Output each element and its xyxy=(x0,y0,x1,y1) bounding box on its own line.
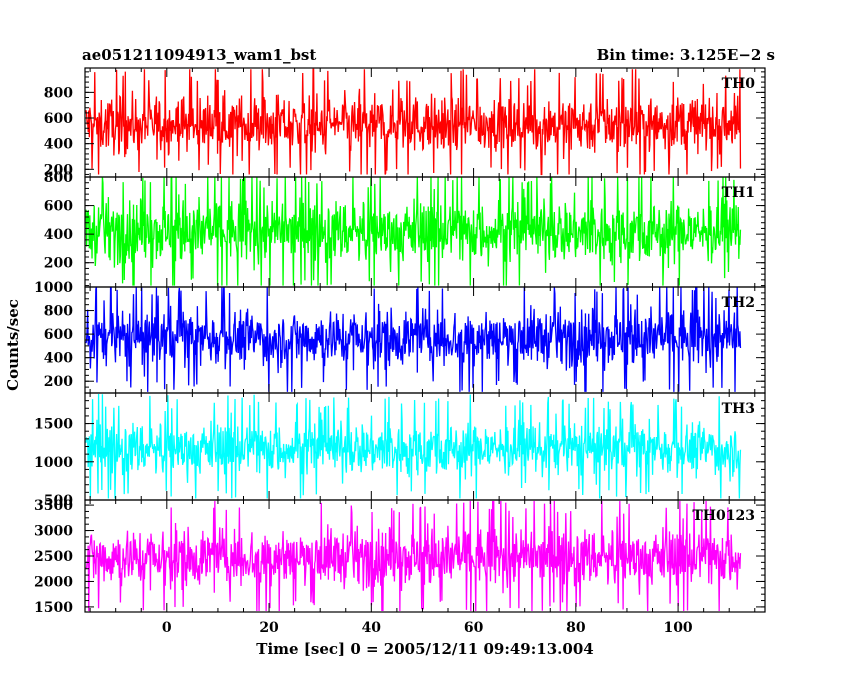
y-tick-label: 800 xyxy=(44,85,73,101)
y-tick-label: 3500 xyxy=(34,498,73,514)
y-tick-label: 400 xyxy=(44,137,73,153)
x-tick-label: 80 xyxy=(566,620,586,636)
x-axis-label: Time [sec] 0 = 2005/12/11 09:49:13.004 xyxy=(256,640,593,658)
panel-label-th3: TH3 xyxy=(722,401,755,417)
x-tick-label: 20 xyxy=(259,620,279,636)
x-tick-label: 40 xyxy=(362,620,382,636)
y-axis-label: Counts/sec xyxy=(4,299,22,391)
panel-label-th1: TH1 xyxy=(722,185,755,201)
y-tick-label: 200 xyxy=(44,162,73,178)
panel-label-th2: TH2 xyxy=(722,295,755,311)
x-tick-label: 100 xyxy=(663,620,692,636)
y-tick-label: 800 xyxy=(44,170,73,186)
series-line-th2 xyxy=(85,287,742,392)
x-tick-label: 60 xyxy=(464,620,484,636)
y-tick-label: 2500 xyxy=(34,549,73,565)
y-tick-label: 600 xyxy=(44,199,73,215)
y-tick-label: 800 xyxy=(44,304,73,320)
y-tick-label: 500 xyxy=(44,493,73,509)
series-line-th0123 xyxy=(85,501,742,611)
panel-label-th0: TH0 xyxy=(722,76,756,92)
y-tick-label: 400 xyxy=(44,227,73,243)
panels-group: 200400600800TH0200400600800TH12004006008… xyxy=(34,67,766,636)
y-tick-label: 600 xyxy=(44,327,73,343)
series-line-th1 xyxy=(85,177,742,286)
chart-title-left: ae051211094913_wam1_bst xyxy=(82,46,316,64)
panel-label-th0123: TH0123 xyxy=(692,508,755,524)
y-tick-label: 200 xyxy=(44,256,73,272)
y-tick-label: 200 xyxy=(44,374,73,390)
y-tick-label: 1500 xyxy=(34,600,73,616)
series-line-th0 xyxy=(85,68,742,176)
y-tick-label: 2000 xyxy=(34,574,73,590)
chart-title-right: Bin time: 3.125E−2 s xyxy=(597,46,775,64)
y-tick-label: 3000 xyxy=(34,524,73,540)
y-tick-label: 400 xyxy=(44,351,73,367)
series-line-th3 xyxy=(85,393,742,499)
y-tick-label: 1500 xyxy=(34,417,73,433)
x-tick-label: 0 xyxy=(162,620,172,636)
y-tick-label: 1000 xyxy=(34,280,73,296)
y-tick-label: 1000 xyxy=(34,455,73,471)
y-tick-label: 600 xyxy=(44,111,73,127)
